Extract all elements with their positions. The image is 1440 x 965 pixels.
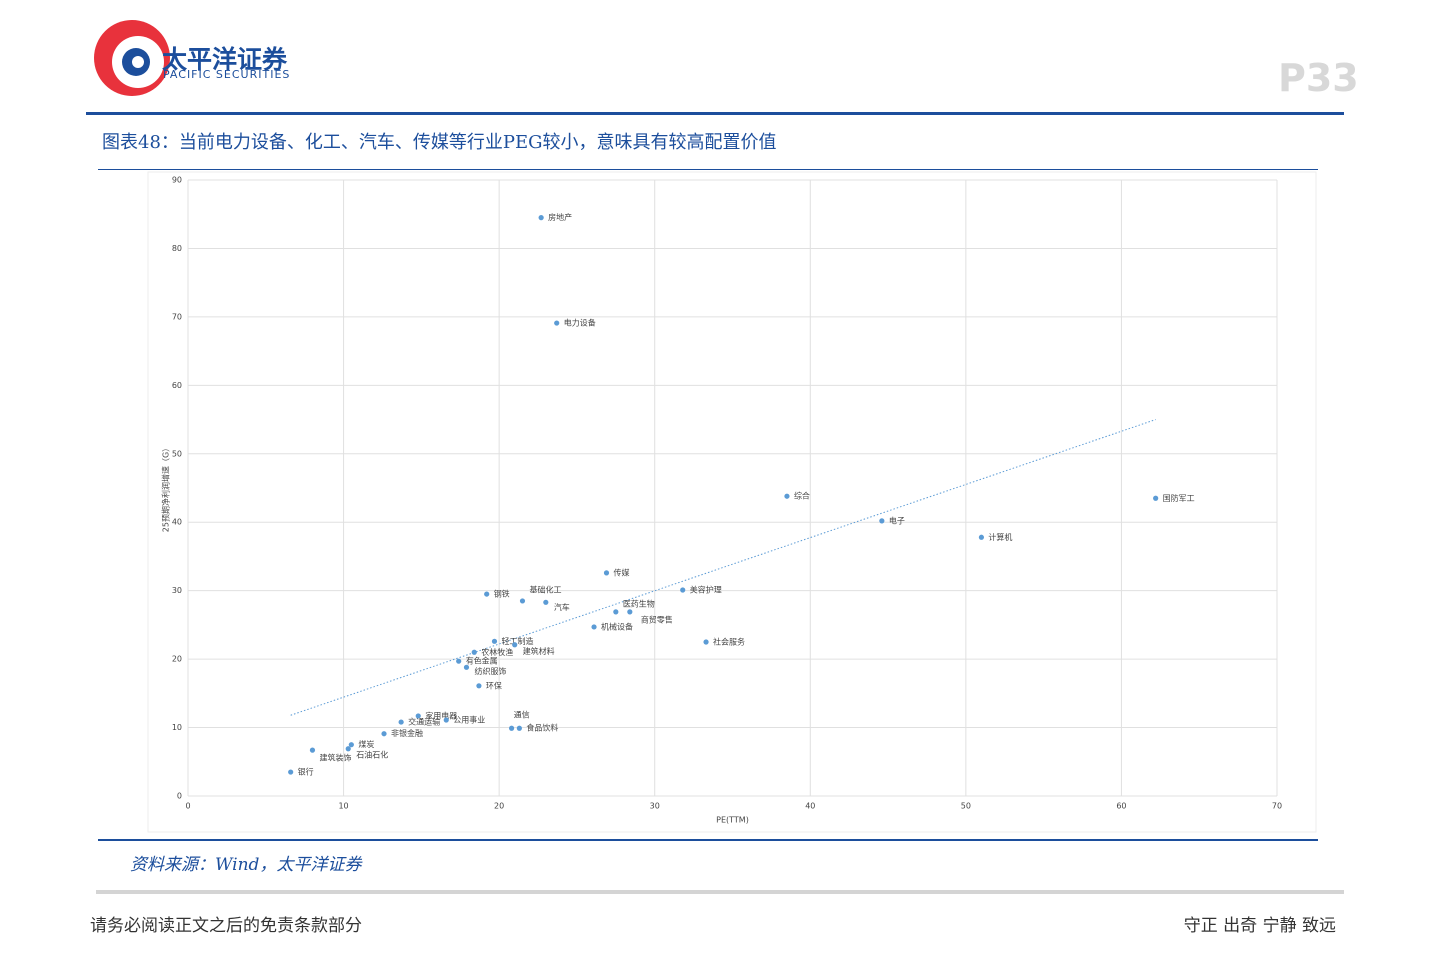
point [345,746,351,752]
point-label: 纺织服饰 [474,666,506,676]
point-label: 家用电器 [425,710,457,720]
point-label: 食品饮料 [526,723,558,733]
point-label: 电子 [889,515,905,525]
company-en: PACIFIC SECURITIES [163,68,291,81]
point [491,638,498,644]
point-label: 房地产 [548,212,572,222]
x-tick-label: 20 [494,802,504,811]
point [680,587,686,593]
footer-left: 请务必阅读正文之后的免责条款部分 [90,916,362,936]
x-tick-label: 40 [805,802,815,811]
x-tick-label: 70 [1272,802,1282,811]
point-label: 汽车 [554,602,570,612]
y-tick-label: 80 [172,244,182,253]
logo [94,20,170,96]
point-label: 建筑材料 [523,646,555,656]
y-tick-label: 30 [172,586,182,595]
x-tick-label: 60 [1116,802,1126,811]
point-label: 石油石化 [356,749,388,759]
y-tick-label: 40 [172,518,182,527]
figure-title: 图表48：当前电力设备、化工、汽车、传媒等行业PEG较小，意味具有较高配置价值 [102,132,777,153]
point [879,518,885,524]
point [288,769,294,775]
point [591,624,597,630]
point-label: 商贸零售 [641,614,673,624]
point [456,658,462,664]
point-label: 建筑装饰 [319,753,351,763]
point [784,493,790,499]
point [516,725,522,731]
x-tick-label: 10 [338,802,348,811]
point [508,725,515,731]
point-label: 电力设备 [564,318,596,328]
chart: 0 10 20 30 40 50 60 70 0 10 20 30 40 50 60 70 80 90 PE(TTM… [147,171,1317,833]
trendline [290,419,1156,716]
point-label: 医药生物 [623,598,655,608]
point [471,649,477,655]
y-tick-label: 20 [172,655,182,664]
y-tick-label: 70 [172,312,182,321]
y-tick-label: 60 [172,381,182,390]
page-number: P33 [1278,56,1359,100]
point-label: 轻工制造 [501,636,533,646]
rule [98,839,1318,841]
point [538,215,544,221]
point [1153,495,1159,501]
point-label: 社会服务 [713,637,745,647]
y-tick-label: 0 [177,792,182,801]
point-label: 有色金属 [466,656,498,666]
point-label: 环保 [486,680,502,690]
rule [96,890,1344,894]
point [443,717,449,723]
point [348,742,354,748]
company: 太平洋证券 [162,45,288,74]
point-label: 非银金融 [391,728,423,738]
source: 资料来源：Wind，太平洋证券 [130,855,362,875]
point-label: 国防军工 [1163,493,1195,503]
point [476,683,482,689]
rule [86,112,1344,115]
x-tick-label: 0 [185,802,190,811]
point-label: 公用事业 [453,715,485,725]
footer-right: 守正 出奇 宁静 致远 [1183,916,1336,936]
y-tick-label: 50 [172,449,182,458]
point-label: 农林牧渔 [481,647,513,657]
point-label: 综合 [794,491,810,501]
point-label: 钢铁 [494,589,510,599]
rule [98,169,1318,170]
x-tick-label: 50 [961,802,971,811]
point [512,642,518,648]
point [603,570,610,576]
point [703,639,709,645]
y-tick-label: 10 [172,723,182,732]
y-tick-label: 90 [172,176,182,185]
point [381,731,387,737]
point [463,664,470,670]
point [554,320,560,326]
point-label: 传媒 [613,567,629,577]
point [627,609,633,615]
point [484,591,490,597]
point-label: 计算机 [988,532,1012,542]
point-label: 通信 [514,710,530,720]
point [978,534,985,540]
point-label: 基础化工 [529,584,561,594]
point-label: 煤炭 [358,739,374,749]
point-label: 银行 [298,767,314,777]
point-label: 美容护理 [690,584,722,594]
y-axis-label: 25预期净利润增速（G） [161,444,171,532]
point [415,713,421,719]
x-tick-label: 30 [650,802,660,811]
point [519,598,526,604]
point [543,599,549,605]
point-label: 机械设备 [601,621,633,631]
chart-frame [147,171,1317,833]
point-label: 交通运输 [408,717,440,727]
point [309,747,316,753]
x-axis-label: PE(TTM) [716,816,749,825]
point [398,719,404,725]
point [613,609,619,615]
